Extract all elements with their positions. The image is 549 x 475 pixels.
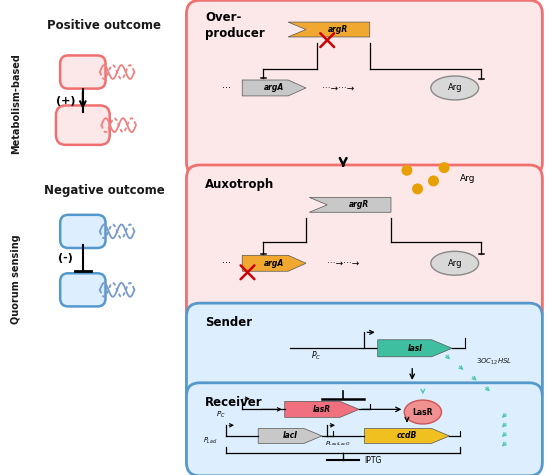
FancyBboxPatch shape bbox=[187, 165, 542, 324]
Text: $P_C$: $P_C$ bbox=[311, 350, 322, 362]
Text: argR: argR bbox=[328, 25, 348, 34]
FancyBboxPatch shape bbox=[56, 105, 110, 145]
FancyBboxPatch shape bbox=[60, 215, 105, 248]
Text: argA: argA bbox=[264, 259, 284, 268]
FancyArrow shape bbox=[242, 255, 306, 271]
Text: ···→···→: ···→···→ bbox=[327, 259, 359, 268]
FancyBboxPatch shape bbox=[187, 0, 542, 176]
Text: $P_{Las/LacO}$: $P_{Las/LacO}$ bbox=[325, 440, 351, 448]
Circle shape bbox=[413, 184, 422, 194]
Text: Arg: Arg bbox=[447, 84, 462, 93]
Ellipse shape bbox=[404, 400, 441, 424]
Text: ···→···→: ···→···→ bbox=[322, 84, 354, 93]
Text: lasR: lasR bbox=[313, 405, 331, 414]
FancyBboxPatch shape bbox=[60, 56, 105, 89]
FancyArrow shape bbox=[310, 198, 391, 212]
Text: producer: producer bbox=[205, 27, 265, 40]
Text: Negative outcome: Negative outcome bbox=[44, 184, 165, 197]
Text: Sender: Sender bbox=[205, 316, 252, 329]
Text: Arg: Arg bbox=[447, 259, 462, 268]
Ellipse shape bbox=[431, 76, 479, 100]
Text: argR: argR bbox=[349, 200, 369, 209]
FancyArrow shape bbox=[242, 80, 306, 96]
FancyArrow shape bbox=[365, 428, 450, 443]
FancyArrow shape bbox=[258, 428, 322, 443]
Text: (-): (-) bbox=[58, 253, 73, 263]
Text: LasR: LasR bbox=[413, 408, 433, 417]
Text: $P_{LacI}$: $P_{LacI}$ bbox=[203, 436, 218, 446]
Text: lasI: lasI bbox=[407, 344, 422, 353]
Text: $3OC_{12}HSL$: $3OC_{12}HSL$ bbox=[476, 356, 512, 367]
Circle shape bbox=[439, 163, 449, 172]
Text: Quorum sensing: Quorum sensing bbox=[12, 234, 21, 324]
Text: Receiver: Receiver bbox=[205, 396, 262, 409]
Text: ccdB: ccdB bbox=[397, 431, 417, 440]
Text: ···: ··· bbox=[222, 258, 231, 268]
Text: ···: ··· bbox=[222, 83, 231, 93]
Text: IPTG: IPTG bbox=[365, 456, 382, 466]
FancyBboxPatch shape bbox=[187, 303, 542, 404]
Text: Over-: Over- bbox=[205, 11, 242, 24]
FancyBboxPatch shape bbox=[187, 383, 542, 475]
Text: Metabolism-based: Metabolism-based bbox=[12, 54, 21, 154]
FancyArrow shape bbox=[288, 22, 369, 37]
Circle shape bbox=[429, 176, 438, 186]
Text: Arg: Arg bbox=[460, 174, 475, 183]
Text: $P_C$: $P_C$ bbox=[216, 409, 226, 420]
FancyArrow shape bbox=[285, 401, 359, 418]
Text: Auxotroph: Auxotroph bbox=[205, 178, 274, 191]
Circle shape bbox=[402, 165, 412, 175]
Text: lacI: lacI bbox=[283, 431, 298, 440]
Text: (+): (+) bbox=[56, 95, 76, 106]
FancyArrow shape bbox=[378, 340, 452, 357]
Ellipse shape bbox=[431, 251, 479, 275]
Text: Positive outcome: Positive outcome bbox=[47, 19, 161, 32]
Text: argA: argA bbox=[264, 84, 284, 93]
FancyBboxPatch shape bbox=[60, 273, 105, 306]
